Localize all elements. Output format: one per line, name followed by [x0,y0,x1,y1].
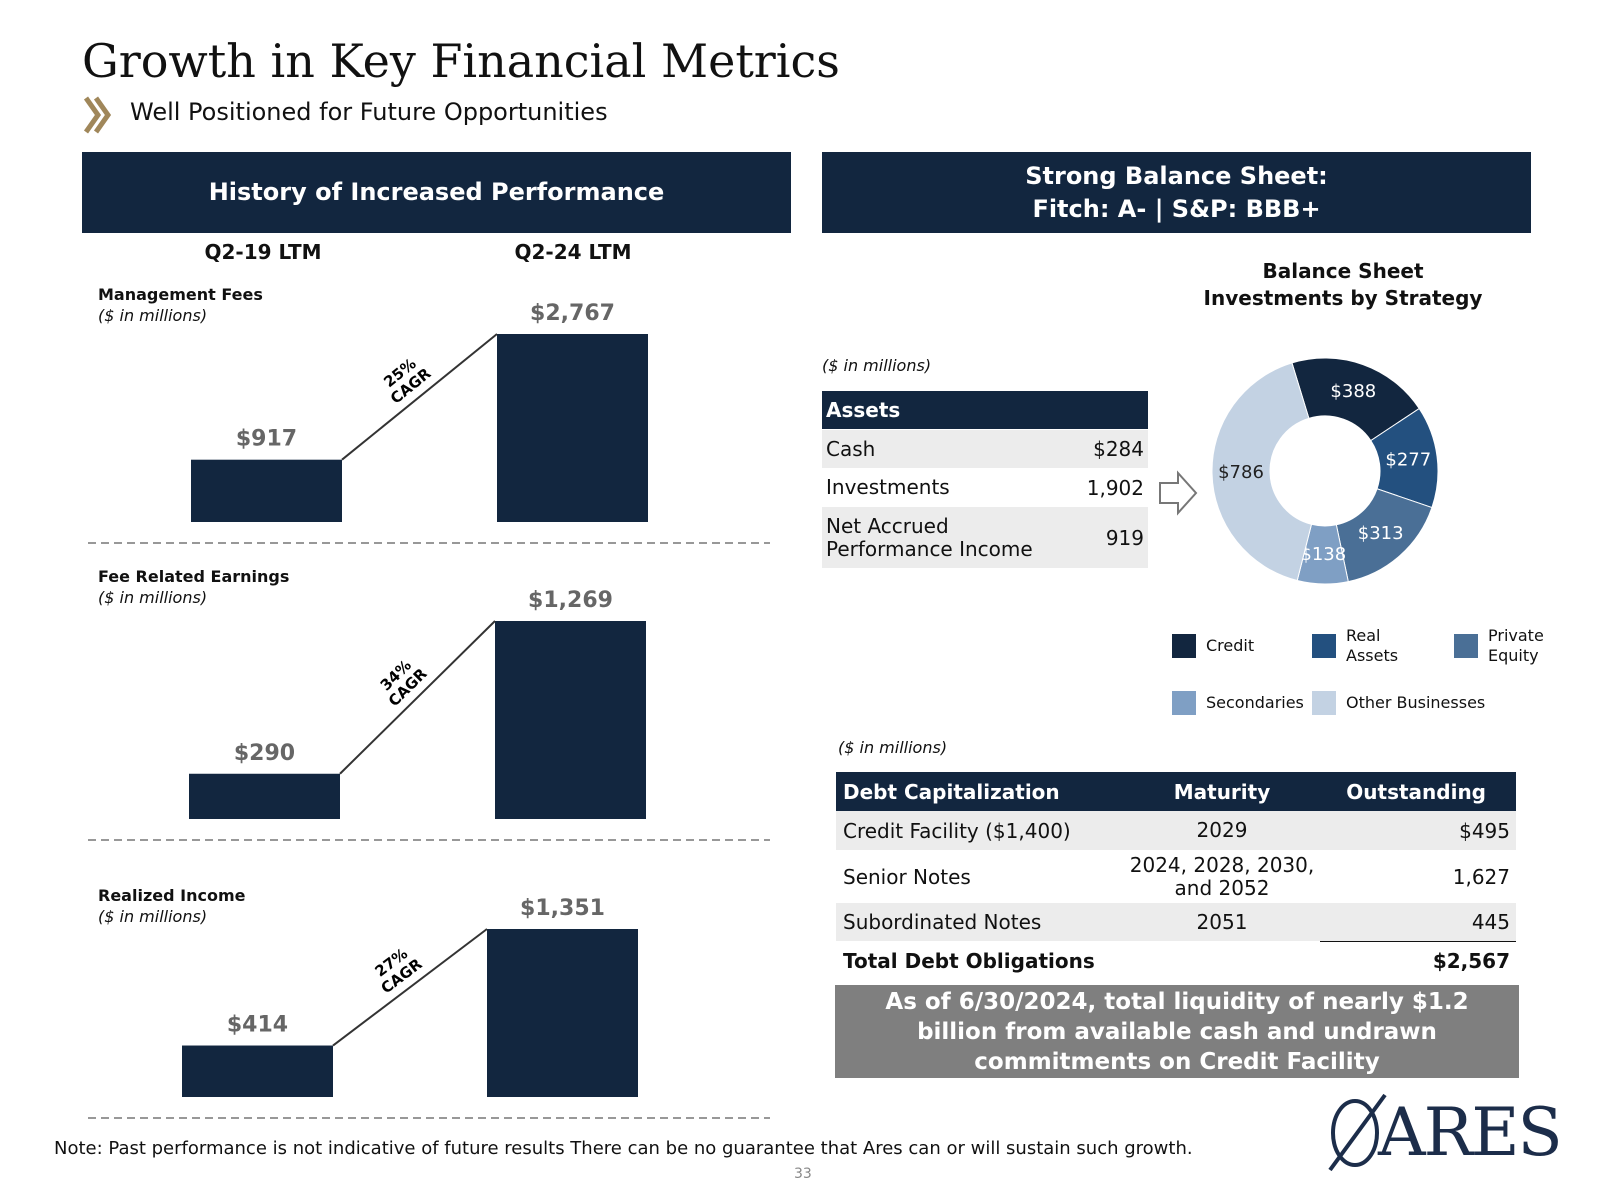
connector [332,928,488,1047]
legend-label: Secondaries [1206,693,1304,712]
value-label: $414 [227,1013,288,1038]
annotation: 25%CAGR [380,354,434,407]
legend-swatch [1454,634,1478,658]
value-label: $1,351 [520,896,605,921]
chart-title: Management Fees [98,285,263,304]
panel-title: History of Increased Performance [208,178,665,206]
panel-title: Strong Balance Sheet: [1025,161,1328,190]
page-title: Growth in Key Financial Metrics [82,34,840,88]
row-maturity: 2051 [1196,909,1248,934]
value-label: $2,767 [530,301,615,326]
table-note: ($ in millions) [822,356,932,375]
legend-label: Real Assets [1346,626,1399,665]
chevron-icon [83,96,112,134]
bar [495,621,646,819]
legend-swatch [1312,634,1336,658]
connector [339,620,496,775]
row-value: 919 [1105,525,1144,550]
chart-subtitle: ($ in millions) [98,306,208,325]
footer-note: Note: Past performance is not indicative… [54,1138,1193,1159]
table-row [836,811,1516,850]
row-label: Cash [826,436,876,461]
annotation: 34%CAGR [377,656,431,710]
row-maturity: 2029 [1196,818,1248,842]
page-subtitle: Well Positioned for Future Opportunities [130,98,608,126]
legend-label: Credit [1206,636,1255,655]
table-header-cell: Debt Capitalization [843,779,1060,804]
table-row [836,850,1516,903]
panel-header: History of Increased Performance [82,152,791,233]
legend-swatch [1312,691,1336,715]
slice-label: $277 [1385,449,1431,470]
logo-mark [1331,1099,1379,1167]
donut-title: Balance Sheet Investments by Strategy [1203,259,1483,310]
logo-mark [1328,1093,1387,1172]
row-outstanding: 1,627 [1452,864,1510,889]
donut-slice [1291,357,1420,442]
legend-swatch [1172,634,1196,658]
slice-label: $313 [1358,523,1404,544]
row-label: Credit Facility ($1,400) [843,818,1071,843]
bar [191,459,342,522]
chart-title: Realized Income [98,886,246,905]
value-label: $1,269 [528,588,613,613]
row-label: Subordinated Notes [843,910,1042,934]
slice-label: $138 [1300,544,1346,565]
bar [497,334,648,522]
legend-label: Other Businesses [1346,693,1486,712]
table-header-cell: Maturity [1173,779,1271,804]
arrow-icon [1159,470,1198,516]
table-header [836,772,1516,811]
period-label: Q2-24 LTM [514,240,632,264]
legend-swatch [1172,691,1196,715]
row-label: Investments [826,475,950,499]
chart-subtitle: ($ in millions) [98,907,208,926]
panel-header: Strong Balance Sheet: Fitch: A- | S&P: BB… [822,152,1531,233]
donut-slice [1211,362,1313,582]
logo: ARES [1378,1094,1563,1171]
bar [487,929,638,1097]
page-number: 33 [794,1166,812,1182]
total-value: $2,567 [1432,948,1510,973]
table-row [822,430,1148,468]
chart-subtitle: ($ in millions) [98,588,208,607]
annotation: 27%CAGR [372,945,426,998]
slice-label: $786 [1218,462,1264,483]
row-outstanding: 445 [1471,910,1510,934]
callout: As of 6/30/2024, total liquidity of near… [835,985,1519,1078]
connector [341,333,498,461]
row-label: Senior Notes [843,864,971,889]
panel-title: Fitch: A- | S&P: BBB+ [1032,194,1321,223]
row-label: Net Accrued Performance Income [826,513,1033,561]
bar [189,773,340,819]
table-note: ($ in millions) [838,738,948,757]
row-outstanding: $495 [1459,818,1510,843]
legend-label: Private Equity [1488,626,1544,665]
table-row [822,507,1148,568]
slice-label: $388 [1330,381,1376,402]
table-row [836,903,1516,941]
row-maturity: 2024, 2028, 2030, and 2052 [1129,852,1315,900]
period-label: Q2-19 LTM [204,240,322,264]
chart-title: Fee Related Earnings [98,567,290,586]
value-label: $917 [236,427,297,452]
table-header-cell: Outstanding [1346,779,1486,804]
row-value: $284 [1093,437,1144,461]
total-label: Total Debt Obligations [843,948,1095,973]
value-label: $290 [234,741,295,766]
bar [182,1045,333,1097]
table-header: Assets [822,391,1148,429]
row-value: 1,902 [1086,475,1144,500]
table-row [822,468,1148,507]
